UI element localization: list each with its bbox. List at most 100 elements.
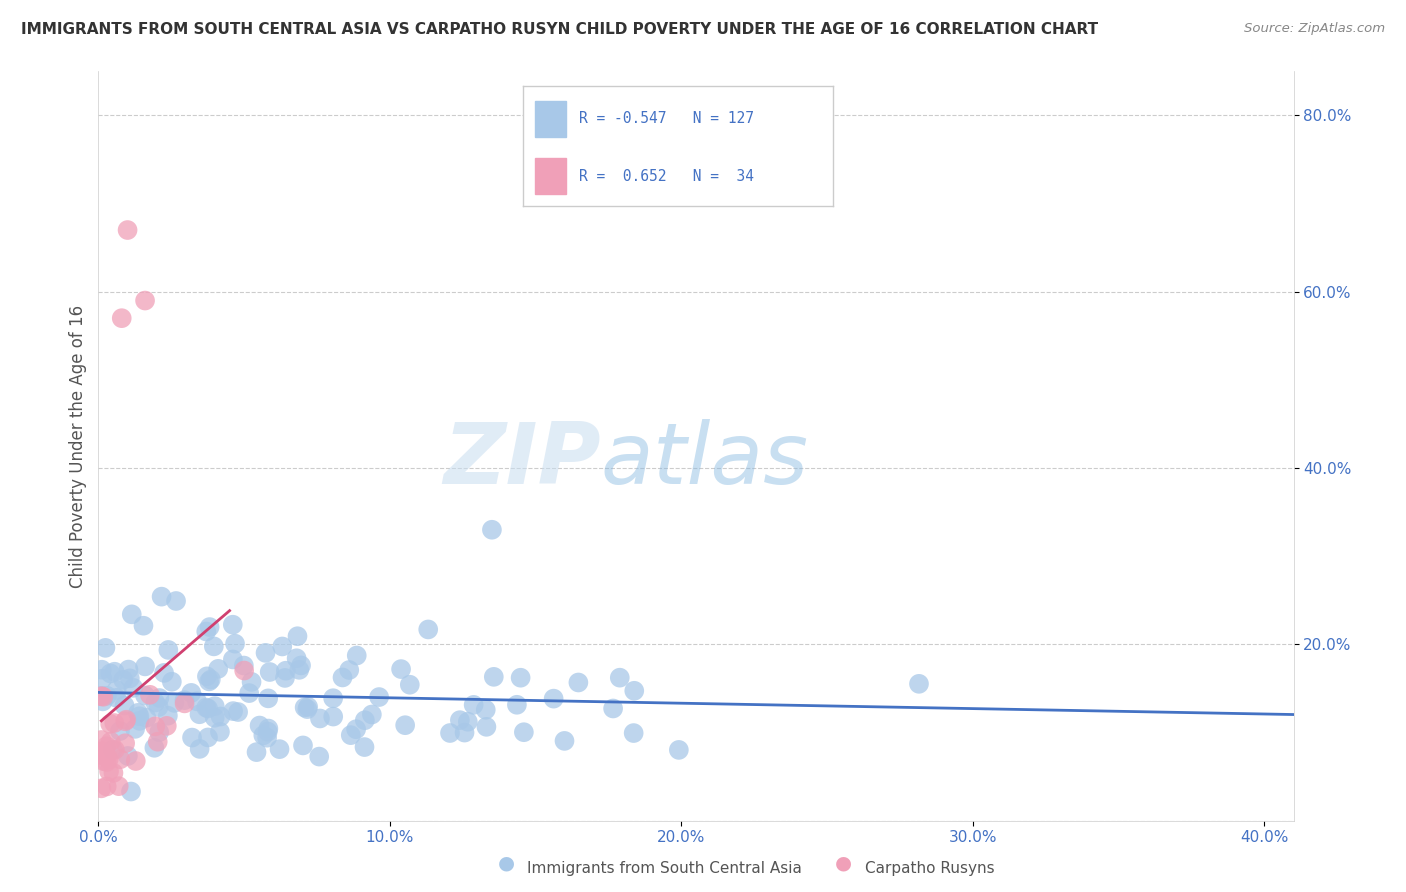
Point [294,700,316,714]
Point [91,694,114,708]
Point [96,739,118,754]
Point [134,659,156,673]
Point [98,764,121,779]
Point [353,713,375,727]
Point [101,743,124,757]
Point [238,686,260,700]
Point [344,723,367,737]
Point [274,664,297,678]
Point [288,663,311,677]
Point [157,643,180,657]
Point [160,674,183,689]
Point [103,716,125,731]
Point [173,693,195,707]
Point [309,711,332,725]
Point [481,523,503,537]
Point [254,646,277,660]
Point [124,722,146,736]
Point [222,704,245,718]
Point [114,736,136,750]
Point [114,714,136,729]
Point [259,665,281,679]
Point [308,749,330,764]
Point [418,623,440,637]
Point [91,745,114,759]
Point [439,726,461,740]
Point [134,689,156,703]
Point [110,752,132,766]
Point [553,734,575,748]
Point [200,673,222,687]
Point [623,683,645,698]
Point [139,688,162,702]
Point [91,754,114,768]
Point [104,743,127,757]
Point [360,707,382,722]
Point [114,698,136,713]
Point [394,718,416,732]
Point [96,755,118,769]
Text: atlas: atlas [600,419,808,502]
Point [513,725,536,739]
Point [103,765,125,780]
Point [91,748,114,763]
Point [322,691,344,706]
Point [97,752,120,766]
Point [332,670,354,684]
Point [202,640,225,654]
Point [105,683,128,698]
Point [117,748,139,763]
Point [287,629,309,643]
Point [322,709,344,723]
Point [292,739,315,753]
Point [195,700,218,714]
Point [195,624,218,639]
Point [224,637,246,651]
Point [623,726,645,740]
Point [96,689,118,703]
Point [482,670,505,684]
Point [90,744,112,758]
Point [134,293,156,308]
Text: Source: ZipAtlas.com: Source: ZipAtlas.com [1244,22,1385,36]
Point [90,663,112,677]
Text: Immigrants from South Central Asia: Immigrants from South Central Asia [527,861,803,876]
Point [368,690,391,704]
Point [90,781,112,796]
Point [233,664,256,678]
Point [148,691,170,706]
Point [668,743,690,757]
Point [353,740,375,755]
Point [180,686,202,700]
Point [156,708,179,723]
Point [257,691,280,706]
Point [269,742,291,756]
Point [204,711,226,725]
Point [449,713,471,727]
Point [188,742,211,756]
Point [91,690,114,704]
Point [274,671,297,685]
Point [474,703,496,717]
Point [112,673,135,687]
Point [120,784,142,798]
Point [121,607,143,622]
Point [111,311,134,326]
Point [285,651,308,665]
Point [107,779,129,793]
Point [96,780,118,794]
Point [249,718,271,732]
Point [90,689,112,703]
Point [94,640,117,655]
Point [143,696,166,710]
Point [245,745,267,759]
Point [457,714,479,729]
Point [153,665,176,680]
Text: ●: ● [835,854,852,872]
Point [240,674,263,689]
Point [117,663,139,677]
Point [453,725,475,739]
Point [509,671,531,685]
Point [297,702,319,716]
Point [125,754,148,768]
